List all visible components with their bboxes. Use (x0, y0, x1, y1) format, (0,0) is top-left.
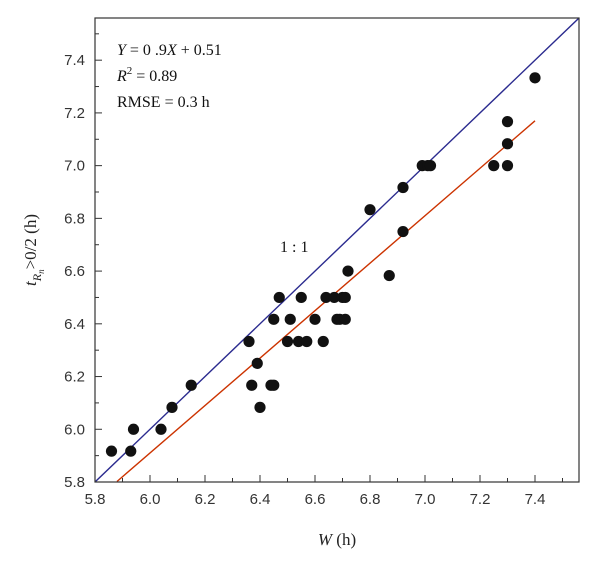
data-point (273, 291, 285, 304)
y-axis-title: tRn>0/2 (h) (21, 214, 46, 286)
data-point (501, 138, 514, 150)
rmse-annotation: RMSE = 0.3 h (117, 94, 210, 111)
data-point (488, 160, 500, 172)
data-point (501, 160, 514, 172)
data-point (155, 423, 167, 435)
data-point (397, 181, 409, 194)
data-point (383, 269, 395, 282)
data-point (268, 313, 280, 325)
data-point (166, 401, 178, 413)
data-point (501, 116, 514, 128)
x-tick-label: 5.8 (85, 491, 106, 508)
data-point (397, 225, 409, 238)
data-point (254, 401, 266, 413)
y-tick-label: 7.4 (64, 52, 85, 69)
x-tick-label: 6.2 (195, 491, 216, 508)
x-tick-label: 7.4 (525, 491, 546, 508)
x-axis-title: W (h) (318, 530, 356, 549)
tick-labels-layer: 5.8 6.0 6.2 6.4 6.6 6.8 7.0 7.2 7.4 5.8 6.0 6.2 6.4 6… (64, 52, 545, 508)
data-point (424, 160, 437, 172)
one-to-one-label: 1 : 1 (280, 239, 308, 256)
ticks-layer (94, 33, 563, 483)
y-tick-label: 6.0 (64, 421, 85, 438)
data-point (339, 291, 351, 304)
data-point (125, 445, 137, 457)
y-tick-label: 6.8 (64, 210, 85, 227)
y-tick-label: 7.2 (64, 105, 85, 122)
data-point (309, 313, 321, 325)
y-tick-label: 6.6 (64, 263, 85, 280)
lines-layer (95, 18, 579, 482)
data-point (295, 291, 307, 304)
data-point (301, 335, 313, 348)
x-tick-label: 6.0 (140, 491, 161, 508)
data-point (529, 72, 541, 84)
r-squared-annotation: R2 = 0.89 (116, 65, 177, 85)
data-point (127, 423, 140, 435)
data-point (317, 335, 329, 348)
plot-frame (94, 17, 580, 483)
equation-annotation: Y = 0 .9X + 0.51 (117, 42, 222, 59)
data-point (281, 335, 294, 348)
x-tick-label: 7.0 (415, 491, 436, 508)
data-point (243, 335, 255, 348)
data-point (339, 313, 351, 325)
data-point (342, 265, 354, 277)
data-point (246, 379, 258, 391)
points-layer (105, 72, 541, 457)
data-point (284, 313, 296, 325)
data-point (185, 379, 197, 391)
data-point (320, 291, 332, 304)
x-tick-label: 6.4 (250, 491, 271, 508)
x-tick-label: 6.6 (305, 491, 326, 508)
data-point (105, 445, 118, 457)
one-to-one-line (95, 18, 579, 482)
data-point (251, 357, 263, 369)
y-tick-label: 7.0 (64, 158, 85, 175)
data-point (292, 335, 305, 348)
x-tick-label: 7.2 (470, 491, 491, 508)
y-tick-label: 6.2 (64, 369, 85, 386)
data-point (268, 379, 280, 391)
x-tick-label: 6.8 (360, 491, 381, 508)
y-tick-label: 6.4 (64, 316, 85, 333)
y-tick-label: 5.8 (64, 474, 85, 491)
data-point (328, 291, 340, 304)
data-point (364, 204, 376, 216)
